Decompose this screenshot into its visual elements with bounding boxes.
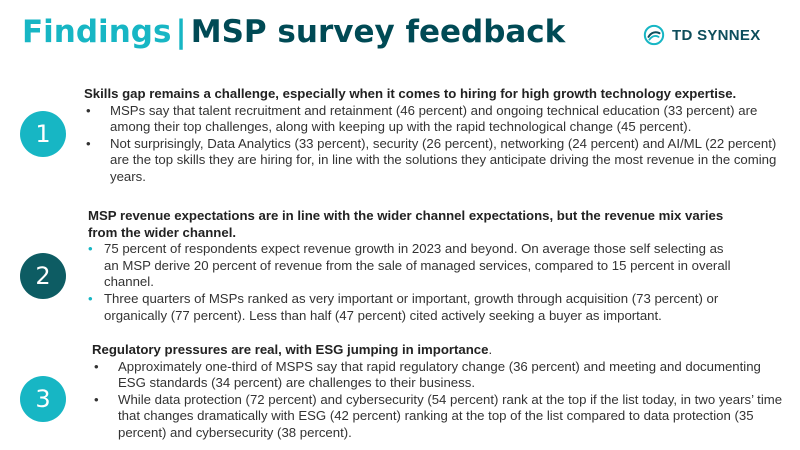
bullet-text: Approximately one-third of MSPS say that…	[118, 358, 761, 391]
finding-heading-line: Regulatory pressures are real, with ESG …	[92, 342, 792, 359]
bullet-text: Three quarters of MSPs ranked as very im…	[104, 290, 719, 323]
title-findings: Findings	[22, 14, 172, 50]
bullet-text: 75 percent of respondents expect revenue…	[104, 241, 731, 290]
finding-section-2: MSP revenue expectations are in line wit…	[88, 208, 738, 324]
bullet-icon: •	[94, 358, 99, 374]
bullet-text: Not surprisingly, Data Analytics (33 per…	[110, 135, 777, 184]
finding-bullet-list: • 75 percent of respondents expect revenu…	[88, 241, 738, 324]
finding-section-1: Skills gap remains a challenge, especial…	[84, 86, 794, 186]
bullet-icon: •	[88, 241, 93, 257]
list-item: • Approximately one-third of MSPS say tha…	[92, 359, 792, 392]
finding-heading: Regulatory pressures are real, with ESG …	[92, 342, 489, 357]
section-number-badge: 3	[20, 376, 66, 422]
td-synnex-logo-icon	[643, 24, 665, 46]
bullet-icon: •	[94, 391, 99, 407]
list-item: • Three quarters of MSPs ranked as very i…	[88, 291, 738, 324]
finding-section-3: Regulatory pressures are real, with ESG …	[92, 342, 792, 442]
finding-bullet-list: • Approximately one-third of MSPS say tha…	[92, 359, 792, 442]
bullet-text: While data protection (72 percent) and c…	[118, 391, 783, 440]
bullet-icon: •	[86, 102, 91, 118]
list-item: • Not surprisingly, Data Analytics (33 pe…	[84, 136, 794, 186]
title-separator: |	[175, 14, 187, 50]
finding-heading-suffix: .	[488, 342, 493, 357]
td-synnex-logo: TD SYNNEX	[643, 22, 761, 48]
bullet-text: MSPs say that talent recruitment and ret…	[110, 102, 758, 135]
list-item: • 75 percent of respondents expect revenu…	[88, 241, 738, 291]
section-number-badge: 1	[20, 111, 66, 157]
page-title: Findings | MSP survey feedback	[22, 8, 565, 56]
finding-heading: Skills gap remains a challenge, especial…	[84, 86, 737, 101]
list-item: • While data protection (72 percent) and …	[92, 392, 792, 442]
section-number-badge: 2	[20, 253, 66, 299]
list-item: • MSPs say that talent recruitment and re…	[84, 103, 794, 136]
bullet-icon: •	[86, 135, 91, 151]
finding-bullet-list: • MSPs say that talent recruitment and re…	[84, 103, 794, 186]
title-subject: MSP survey feedback	[190, 14, 566, 50]
bullet-icon: •	[88, 290, 93, 306]
logo-text: TD SYNNEX	[672, 26, 761, 44]
finding-heading: MSP revenue expectations are in line wit…	[88, 208, 724, 240]
